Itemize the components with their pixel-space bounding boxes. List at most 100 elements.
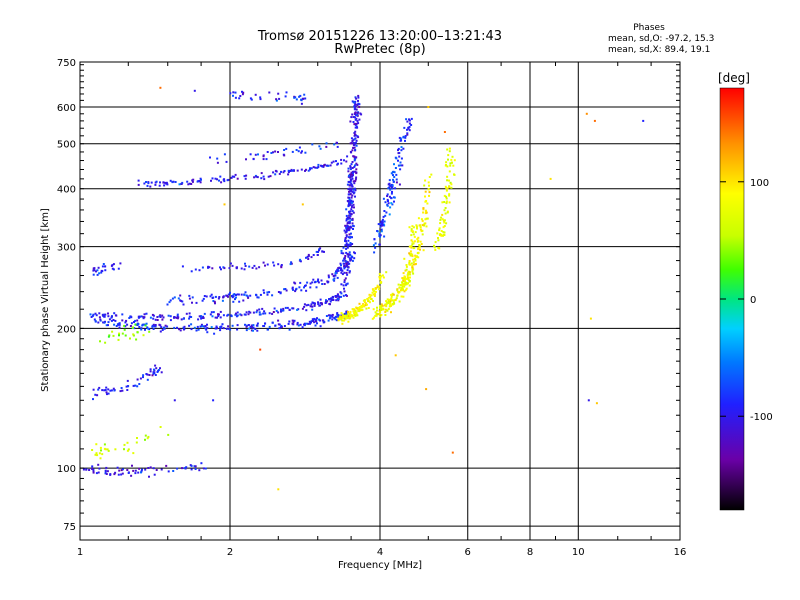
data-point [280, 308, 282, 311]
data-point [401, 287, 403, 290]
data-point [182, 317, 185, 320]
data-point [380, 230, 383, 233]
data-point [381, 274, 384, 277]
data-point [229, 262, 232, 265]
data-point [418, 244, 421, 247]
data-point [95, 472, 98, 475]
data-point [351, 217, 354, 220]
data-point [354, 133, 357, 136]
data-point [188, 182, 191, 185]
data-point [386, 195, 389, 197]
data-point [320, 279, 323, 282]
data-point [198, 469, 201, 472]
data-point [211, 315, 214, 318]
data-point [169, 315, 172, 318]
data-point [295, 149, 298, 151]
data-point [398, 286, 401, 289]
data-point [343, 262, 346, 265]
data-point [136, 378, 139, 381]
data-point [408, 271, 411, 274]
data-point [148, 475, 150, 478]
data-point [154, 325, 157, 328]
data-point [451, 155, 454, 158]
data-point [220, 181, 223, 184]
data-point [134, 472, 137, 475]
data-point [307, 169, 310, 172]
data-point [443, 234, 446, 236]
data-point [100, 449, 102, 452]
data-point [293, 319, 296, 322]
data-point [145, 312, 148, 315]
data-point [380, 309, 383, 311]
data-point [105, 466, 108, 469]
data-point [132, 452, 135, 455]
data-point [408, 260, 411, 262]
data-point [356, 120, 359, 123]
data-point [262, 261, 265, 264]
data-point [379, 280, 382, 283]
data-point [273, 307, 276, 310]
data-point [304, 284, 306, 287]
data-point [249, 153, 252, 156]
data-point [190, 270, 193, 273]
data-point [136, 437, 138, 439]
data-point [245, 311, 248, 314]
data-point [216, 178, 218, 181]
data-point [300, 168, 303, 171]
data-point [439, 233, 442, 236]
data-point [137, 316, 140, 319]
data-point [347, 188, 350, 191]
data-point [400, 295, 403, 298]
data-point [227, 313, 230, 316]
data-point [126, 441, 129, 444]
data-point [100, 271, 103, 274]
data-point [214, 302, 216, 305]
data-point [439, 222, 442, 225]
data-point [148, 328, 151, 331]
data-point [345, 234, 348, 237]
data-point [199, 177, 202, 180]
data-point [410, 262, 413, 265]
data-point [349, 210, 352, 213]
data-point [249, 97, 252, 100]
data-point [417, 239, 420, 242]
data-point [305, 304, 308, 307]
data-point [384, 311, 387, 313]
data-point [271, 321, 274, 324]
data-point [260, 172, 263, 175]
data-point [248, 265, 251, 268]
data-point [383, 220, 386, 223]
data-point [92, 470, 95, 473]
data-point [398, 136, 401, 139]
data-point [417, 247, 420, 250]
data-point [133, 327, 136, 330]
data-point [312, 320, 315, 322]
data-point [428, 176, 431, 178]
data-point [127, 472, 130, 474]
data-point [132, 333, 135, 336]
data-point [188, 312, 191, 315]
data-point [315, 286, 318, 289]
data-point [446, 187, 449, 190]
data-point [109, 473, 112, 476]
data-point [399, 284, 402, 286]
data-point [244, 177, 247, 180]
data-point [354, 158, 357, 161]
data-point [380, 228, 383, 231]
data-point [223, 203, 226, 206]
data-point [167, 314, 170, 317]
data-point [384, 201, 387, 204]
data-point [351, 201, 353, 204]
data-point [334, 295, 337, 297]
data-point [351, 222, 354, 225]
data-point [340, 283, 343, 286]
data-point [292, 321, 295, 324]
data-point [416, 227, 418, 230]
data-point [371, 291, 374, 294]
data-point [147, 182, 150, 185]
data-point [324, 302, 327, 304]
data-point [405, 287, 408, 290]
data-point [319, 325, 322, 328]
data-point [383, 210, 386, 212]
data-point [124, 334, 127, 337]
